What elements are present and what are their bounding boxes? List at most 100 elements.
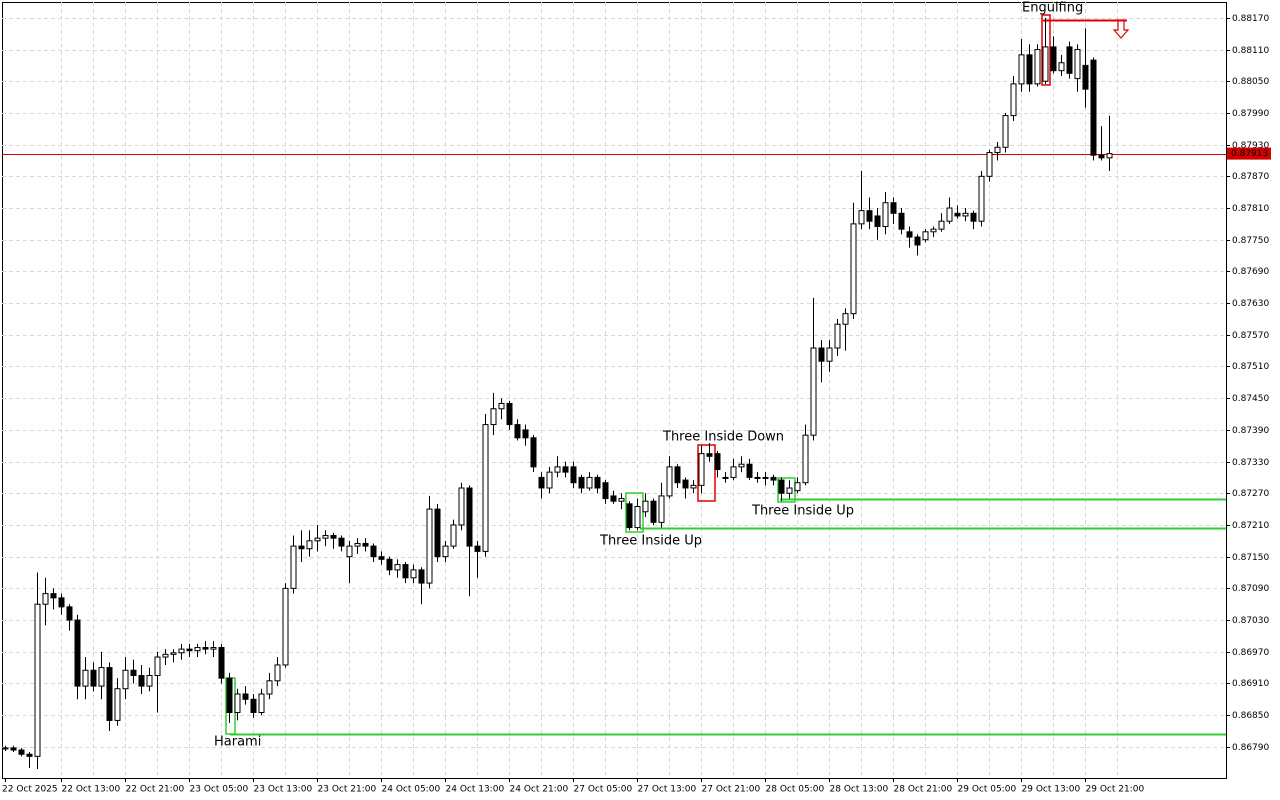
candle-body (378, 556, 385, 560)
candle-body (34, 603, 41, 757)
x-tick-label: 23 Oct 13:00 (254, 785, 313, 795)
candle-body (130, 669, 137, 677)
candle-body (466, 487, 473, 547)
candle-body (690, 484, 697, 489)
candle-body (610, 495, 617, 502)
candle-body (826, 347, 833, 362)
candle-body (810, 347, 817, 436)
candle-body (938, 220, 945, 230)
pattern-box (625, 492, 644, 533)
annotation: Three Inside Down (662, 430, 784, 445)
candle-body (282, 587, 289, 666)
candle-body (746, 463, 753, 478)
candle-body (978, 175, 985, 222)
annotations: Harami Three Inside Up Three Inside Down… (214, 1, 1083, 750)
candle-body (530, 437, 537, 468)
candle-body (818, 347, 825, 362)
candle-body (18, 749, 25, 755)
y-tick-label: 0.87270 (1232, 489, 1269, 499)
candle-body (194, 647, 201, 652)
candle-body (1098, 154, 1105, 159)
candle-body (562, 466, 569, 473)
candle-body (362, 542, 369, 547)
candle-body (154, 656, 161, 677)
candle-body (26, 753, 33, 757)
annotation: Engulfing (1022, 1, 1083, 16)
candle-body (658, 495, 665, 523)
candle-body (602, 482, 609, 500)
y-tick-label: 0.86790 (1232, 743, 1269, 753)
x-tick-label: 24 Oct 05:00 (382, 785, 441, 795)
annotation: Three Inside Up (599, 534, 702, 549)
candle-body (498, 402, 505, 410)
candle-body (626, 503, 633, 529)
candle-body (514, 424, 521, 439)
candle-body (970, 212, 977, 222)
x-tick-label: 29 Oct 13:00 (1022, 785, 1081, 795)
sell-arrow (1112, 19, 1130, 39)
x-tick-label: 28 Oct 13:00 (830, 785, 889, 795)
y-tick-label: 0.87810 (1232, 204, 1269, 214)
y-tick-label: 0.87450 (1232, 394, 1269, 404)
candle-body (666, 466, 673, 497)
y-tick-label: 0.88110 (1232, 46, 1269, 56)
candle-body (946, 207, 953, 222)
x-tick-label: 29 Oct 05:00 (958, 785, 1017, 795)
candle-body (266, 680, 273, 695)
candle-body (546, 471, 553, 489)
candle-body (82, 669, 89, 687)
candle-body (42, 593, 49, 605)
candle-body (258, 693, 265, 713)
candle-body (482, 424, 489, 552)
candle-body (1050, 46, 1057, 72)
candles (2, 17, 1113, 770)
candle-body (50, 593, 57, 599)
candle-body (538, 476, 545, 489)
candle-body (698, 453, 705, 486)
y-tick-label: 0.87510 (1232, 362, 1269, 372)
candle-body (618, 498, 625, 502)
candle-body (242, 693, 249, 700)
candle-body (754, 476, 761, 479)
candle-body (338, 537, 345, 547)
x-tick-label: 24 Oct 21:00 (510, 785, 569, 795)
y-tick-label: 0.87630 (1232, 299, 1269, 309)
candle-body (650, 500, 657, 523)
candle-body (850, 223, 857, 315)
candle-body (714, 453, 721, 471)
candle-body (578, 476, 585, 489)
axes: 0.86790 0.86850 0.86910 0.86970 0.87030 0.870… (2, 14, 1271, 795)
candle-body (874, 215, 881, 228)
candle-body (146, 675, 153, 687)
candle-body (186, 648, 193, 652)
grid (2, 2, 1226, 778)
candle-body (410, 569, 417, 579)
y-tick-label: 0.88050 (1232, 77, 1269, 87)
x-tick-label: 23 Oct 05:00 (190, 785, 249, 795)
y-tick-label: 0.87150 (1232, 553, 1269, 563)
candle-body (442, 545, 449, 558)
candle-body (986, 152, 993, 177)
pattern-box (697, 444, 716, 502)
candle-body (66, 606, 73, 621)
candle-body (738, 463, 745, 468)
y-tick-label: 0.87330 (1232, 458, 1269, 468)
candle-body (642, 500, 649, 513)
candle-body (914, 236, 921, 246)
candle-body (490, 408, 497, 426)
candle-body (834, 323, 841, 349)
candle-body (1074, 49, 1081, 80)
current-price-tag (1227, 147, 1271, 160)
y-tick-label: 0.87870 (1232, 172, 1269, 182)
candle-body (218, 647, 225, 679)
candle-body (114, 688, 121, 721)
candle-body (770, 476, 777, 481)
candle-body (322, 535, 329, 539)
candle-body (882, 202, 889, 228)
candle-body (458, 487, 465, 526)
candle-body (122, 669, 129, 690)
candle-body (402, 564, 409, 579)
candle-body (58, 597, 65, 608)
candle-body (330, 535, 337, 539)
candle-body (730, 466, 737, 478)
